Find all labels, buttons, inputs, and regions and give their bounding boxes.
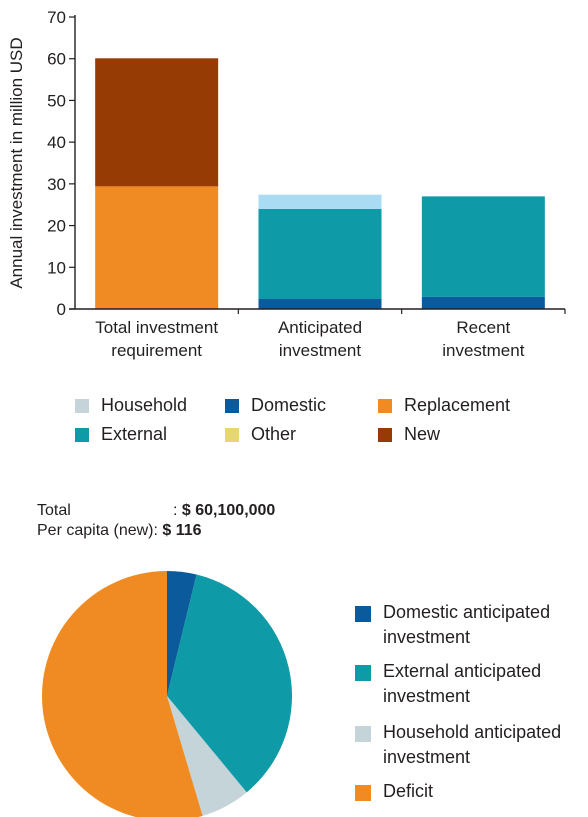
y-tick-label: 0 [57, 300, 66, 319]
bar-segment-domestic [258, 298, 382, 309]
total-separator: : [173, 502, 178, 519]
legend-label: External anticipated investment [383, 661, 542, 706]
y-tick-label: 10 [47, 258, 66, 277]
per-capita-row: Per capita (new): $ 116 [37, 521, 275, 541]
legend-swatch [355, 606, 371, 622]
bar-segment-replacement [95, 186, 219, 309]
legend-label: Replacement [404, 395, 511, 415]
pie-slice-household-anticipated-investment [167, 696, 247, 816]
legend-item-other: Other [225, 424, 296, 445]
bar-segment-external [421, 196, 545, 297]
legend-item-external: External [75, 424, 167, 445]
legend-label: Household anticipated investment [383, 722, 562, 767]
legend-label: Domestic anticipated investment [383, 602, 551, 647]
pie-legend-item: Household anticipated investment [355, 720, 588, 770]
pie-slice-domestic-anticipated-investment [167, 571, 197, 696]
stacked-bar-chart: 0 10 20 30 40 50 60 70 Annual investment in mill… [7, 8, 566, 360]
legend-swatch [75, 427, 89, 442]
x-tick-label: investment [442, 341, 524, 360]
y-tick-label: 20 [47, 217, 66, 236]
pie-slice-deficit [42, 571, 203, 817]
bar-segment-external [258, 208, 382, 299]
legend-label: External [101, 424, 168, 444]
x-tick-label: requirement [111, 341, 202, 360]
legend-swatch [225, 427, 239, 442]
legend-label: Deficit [383, 781, 434, 801]
y-axis-label: Annual investment in million USD [7, 37, 26, 288]
x-tick-label: investment [279, 341, 361, 360]
y-tick-label: 60 [47, 50, 66, 69]
x-tick-label: Recent [456, 318, 510, 337]
legend-item-domestic: Domestic [225, 395, 326, 416]
legend-swatch [355, 665, 371, 681]
legend-label: Household [101, 395, 188, 415]
per-capita-label: Per capita (new): [37, 522, 158, 539]
bar-segment-unlabeled [258, 194, 382, 209]
legend-item-replacement: Replacement [378, 395, 510, 416]
x-tick-label: Anticipated [278, 318, 362, 337]
total-value: $ 60,100,000 [181, 502, 276, 519]
legend-swatch [355, 785, 371, 801]
legend-label: Domestic [251, 395, 327, 415]
legend-swatch [378, 427, 392, 442]
bar-segment-domestic [421, 296, 545, 309]
per-capita-value: $ 116 [162, 522, 202, 539]
y-tick-label: 40 [47, 133, 66, 152]
legend-swatch [225, 398, 239, 413]
totals-block: Total: $ 60,100,000 Per capita (new): $ … [37, 501, 275, 541]
legend-swatch [75, 398, 89, 413]
pie-chart [42, 571, 292, 817]
y-tick-label: 30 [47, 175, 66, 194]
legend-swatch [355, 726, 371, 742]
legend-item-household: Household [75, 395, 187, 416]
pie-legend-item: Domestic anticipated investment [355, 600, 588, 650]
legend-label: New [404, 424, 441, 444]
legend-label: Other [251, 424, 297, 444]
pie-legend-item: Deficit [355, 779, 588, 804]
total-label: Total [37, 502, 71, 519]
y-tick-label: 70 [47, 8, 66, 27]
legend-item-new: New [378, 424, 440, 445]
legend-swatch [378, 398, 392, 413]
pie-slice-external-anticipated-investment [167, 574, 292, 793]
bar-segment-new [95, 58, 219, 187]
y-tick-label: 50 [47, 91, 66, 110]
x-tick-label: Total investment [95, 318, 218, 337]
pie-legend-item: External anticipated investment [355, 659, 588, 709]
total-row: Total: $ 60,100,000 [37, 501, 275, 521]
